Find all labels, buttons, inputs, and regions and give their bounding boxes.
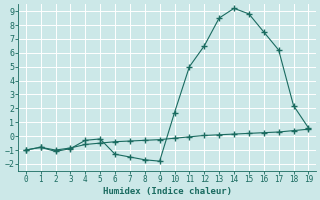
X-axis label: Humidex (Indice chaleur): Humidex (Indice chaleur) bbox=[103, 187, 232, 196]
